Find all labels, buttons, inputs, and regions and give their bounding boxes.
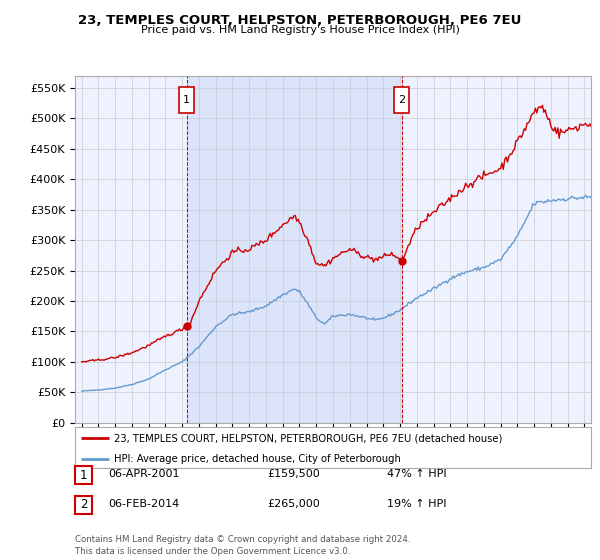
Text: £159,500: £159,500 [267, 469, 320, 479]
FancyBboxPatch shape [179, 87, 194, 113]
Text: 06-APR-2001: 06-APR-2001 [108, 469, 179, 479]
Text: HPI: Average price, detached house, City of Peterborough: HPI: Average price, detached house, City… [114, 454, 401, 464]
Text: 19% ↑ HPI: 19% ↑ HPI [387, 499, 446, 509]
Text: Contains HM Land Registry data © Crown copyright and database right 2024.
This d: Contains HM Land Registry data © Crown c… [75, 535, 410, 556]
Text: 2: 2 [80, 498, 87, 511]
Text: 23, TEMPLES COURT, HELPSTON, PETERBOROUGH, PE6 7EU (detached house): 23, TEMPLES COURT, HELPSTON, PETERBOROUG… [114, 433, 502, 443]
Text: Price paid vs. HM Land Registry's House Price Index (HPI): Price paid vs. HM Land Registry's House … [140, 25, 460, 35]
Text: 23, TEMPLES COURT, HELPSTON, PETERBOROUGH, PE6 7EU: 23, TEMPLES COURT, HELPSTON, PETERBOROUG… [79, 14, 521, 27]
FancyBboxPatch shape [394, 87, 409, 113]
Bar [187, 76, 401, 423]
Text: 1: 1 [80, 469, 87, 482]
Text: 1: 1 [183, 95, 190, 105]
Text: 2: 2 [398, 95, 405, 105]
Text: 06-FEB-2014: 06-FEB-2014 [108, 499, 179, 509]
Text: 47% ↑ HPI: 47% ↑ HPI [387, 469, 446, 479]
Text: £265,000: £265,000 [267, 499, 320, 509]
